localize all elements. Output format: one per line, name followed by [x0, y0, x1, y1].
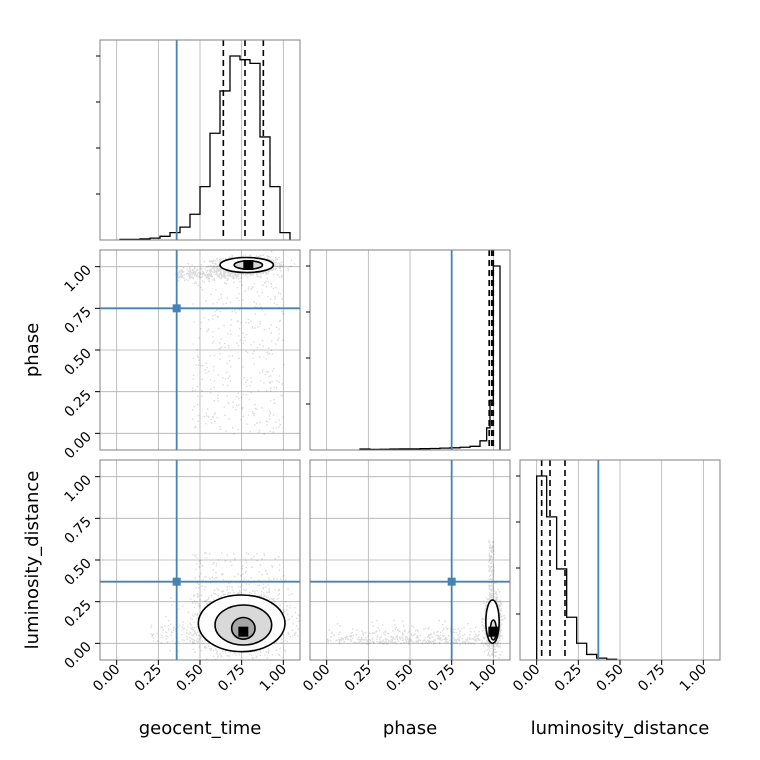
x-tick-label: 1.00	[257, 662, 290, 695]
x-tick-label: 1.00	[677, 662, 710, 695]
y-tick-label: 0.00	[61, 639, 94, 672]
histogram-luminosity_distance	[536, 475, 618, 660]
x-tick-label: 0.50	[173, 662, 206, 695]
y-tick-label: 0.00	[61, 429, 94, 462]
y-tick-label: 0.25	[61, 387, 94, 420]
x-tick-label: 0.50	[593, 662, 626, 695]
density-mode-cell	[238, 626, 249, 637]
contours-phase-luminosity_distance	[485, 599, 500, 645]
scatter-points	[175, 250, 296, 435]
y-axis-title-luminosity_distance: luminosity_distance	[22, 471, 43, 650]
y-tick-label: 0.25	[61, 597, 94, 630]
contour-line	[489, 619, 498, 641]
contour-line	[219, 256, 275, 274]
density-mode-cell	[488, 626, 499, 637]
x-axis-title-phase: phase	[383, 718, 437, 739]
x-tick-label: 1.00	[467, 662, 500, 695]
x-axis-title-geocent_time: geocent_time	[139, 718, 262, 739]
truth-marker	[172, 304, 181, 313]
histogram-layer	[119, 40, 618, 660]
x-tick-label: 0.75	[425, 662, 458, 695]
y-axis-title-phase: phase	[22, 323, 43, 377]
histogram-phase	[359, 265, 501, 451]
contour-line	[233, 260, 264, 270]
x-tick-label: 0.75	[635, 662, 668, 695]
y-tick-label: 1.00	[61, 472, 94, 505]
panel-frame	[309, 249, 511, 451]
contours-geocent_time-luminosity_distance	[197, 594, 286, 653]
density-mode-cell	[243, 260, 254, 270]
scatter-points	[327, 540, 506, 659]
panel-frame	[99, 39, 301, 241]
x-tick-label: 0.00	[300, 662, 333, 695]
y-tick-label: 0.50	[61, 346, 94, 379]
frame-layer	[95, 39, 721, 665]
contour-line	[485, 599, 500, 645]
y-tick-label: 0.50	[61, 556, 94, 589]
x-tick-label: 0.50	[383, 662, 416, 695]
grid-layer	[100, 40, 704, 660]
contours-geocent_time-phase	[219, 256, 275, 274]
scatter-geocent_time-phase	[175, 250, 296, 435]
truth-layer	[100, 40, 600, 660]
y-tick-label: 0.75	[61, 304, 94, 337]
truth-marker	[447, 577, 456, 586]
contour-line	[230, 616, 256, 640]
x-tick-label: 0.25	[342, 662, 375, 695]
shade-geocent_time-phase	[220, 257, 274, 273]
x-tick-label: 0.25	[132, 662, 165, 695]
contour-line	[214, 604, 273, 646]
x-tick-label: 0.25	[552, 662, 585, 695]
x-tick-label: 0.00	[510, 662, 543, 695]
scatter-phase-luminosity_distance	[327, 540, 506, 659]
x-tick-label: 0.75	[215, 662, 248, 695]
truth-marker	[172, 577, 181, 586]
y-tick-label: 0.75	[61, 514, 94, 547]
density-shade-layer	[198, 257, 500, 652]
contour-line	[197, 594, 286, 653]
x-axis-title-luminosity_distance: luminosity_distance	[531, 718, 710, 739]
histogram-geocent_time	[119, 55, 291, 241]
contour-layer	[197, 256, 500, 653]
x-tick-label: 0.00	[90, 662, 123, 695]
y-tick-label: 1.00	[61, 262, 94, 295]
